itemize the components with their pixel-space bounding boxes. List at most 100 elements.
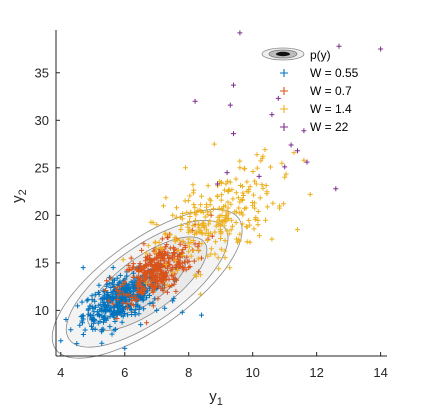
point-w-0-55	[110, 289, 116, 295]
point-w-1-4	[218, 246, 224, 252]
point-w-1-4	[188, 228, 194, 234]
y-tick-label: 30	[35, 113, 49, 128]
point-w-0-55	[96, 312, 102, 318]
point-w-1-4	[218, 231, 224, 237]
point-w-0-55	[100, 308, 106, 314]
point-w-1-4	[167, 232, 173, 238]
point-w-1-4	[269, 236, 275, 242]
point-w-0-55	[89, 293, 95, 299]
point-w-0-7	[165, 235, 171, 241]
point-w-1-4	[187, 214, 193, 219]
point-w-1-4	[224, 228, 230, 234]
point-w-0-7	[135, 284, 141, 290]
point-w-0-55	[114, 275, 120, 281]
point-w-1-4	[185, 249, 191, 255]
point-w-0-55	[162, 305, 168, 311]
point-w-1-4	[258, 158, 264, 164]
point-w-0-55	[116, 280, 122, 286]
x-tick-label: 4	[57, 365, 64, 380]
point-w-0-55	[90, 326, 96, 332]
point-w-1-4	[240, 183, 245, 189]
point-w-1-4	[154, 246, 160, 252]
point-w-1-4	[254, 152, 260, 158]
point-w-1-4	[180, 211, 186, 216]
point-w-0-7	[103, 288, 108, 293]
point-w-0-7	[164, 289, 170, 295]
point-w-1-4	[301, 157, 307, 163]
point-w-0-7	[147, 278, 153, 284]
point-w-1-4	[211, 206, 216, 212]
point-w-1-4	[218, 179, 224, 185]
point-w-1-4	[260, 185, 266, 191]
point-w-0-55	[154, 307, 160, 313]
point-w-1-4	[208, 251, 214, 257]
point-w-0-7	[179, 260, 185, 266]
legend: p(y) W = 0.55 W = 0.7 W = 1.4 W = 22	[261, 47, 359, 134]
point-w-0-55	[127, 287, 133, 293]
point-w-1-4	[152, 249, 158, 255]
x-axis-label-subscript: 1	[217, 396, 223, 408]
point-w-0-7	[122, 279, 128, 285]
point-w-1-4	[187, 193, 193, 199]
legend-label-w-0-55: W = 0.55	[310, 66, 359, 80]
y-tick-label: 20	[35, 208, 49, 223]
point-w-0-7	[186, 265, 192, 271]
point-w-1-4	[204, 227, 210, 233]
point-w-1-4	[264, 191, 270, 197]
point-w-1-4	[233, 176, 239, 182]
point-w-0-7	[153, 262, 159, 268]
point-w-1-4	[240, 212, 246, 218]
point-w-1-4	[283, 171, 289, 177]
point-w-0-55	[144, 295, 149, 301]
point-w-1-4	[244, 179, 250, 185]
legend-series-entries: W = 0.55 W = 0.7 W = 1.4 W = 22	[280, 66, 359, 134]
point-w-1-4	[185, 240, 191, 246]
point-w-0-7	[167, 245, 173, 251]
point-w-0-55	[89, 323, 94, 329]
point-w-0-55	[141, 306, 147, 312]
point-w-0-7	[209, 233, 215, 239]
point-w-1-4	[190, 248, 196, 253]
point-w-0-7	[154, 274, 160, 280]
point-w-1-4	[225, 199, 231, 205]
point-w-0-55	[79, 313, 85, 319]
point-w-0-55	[144, 288, 150, 294]
point-w-1-4	[211, 141, 217, 147]
point-w-1-4	[250, 169, 256, 174]
point-w-0-55	[88, 315, 94, 321]
point-w-1-4	[259, 155, 265, 161]
point-w-1-4	[161, 203, 166, 209]
point-w-1-4	[213, 239, 219, 245]
point-w-0-7	[172, 246, 178, 252]
point-w-1-4	[228, 217, 234, 223]
point-w-0-55	[74, 341, 80, 347]
point-w-0-55	[85, 306, 91, 312]
point-w-1-4	[222, 238, 228, 244]
x-tick-label: 8	[185, 365, 192, 380]
point-w-1-4	[263, 217, 268, 223]
point-w-0-55	[85, 296, 91, 302]
point-w-1-4	[178, 227, 184, 232]
point-w-0-7	[130, 261, 136, 267]
point-w-0-55	[80, 265, 86, 271]
point-w-1-4	[163, 195, 169, 201]
point-w-0-55	[90, 320, 96, 326]
point-w-22	[192, 98, 198, 104]
point-w-0-55	[109, 331, 115, 337]
point-w-0-7	[132, 293, 138, 299]
point-w-0-55	[108, 285, 114, 290]
point-w-1-4	[198, 202, 204, 208]
point-w-1-4	[188, 209, 194, 215]
x-axis-label-main: y	[209, 388, 217, 405]
point-w-0-7	[171, 250, 177, 256]
point-w-0-55	[100, 314, 106, 320]
point-w-0-7	[117, 288, 123, 294]
point-w-1-4	[180, 238, 186, 244]
point-w-1-4	[174, 268, 180, 273]
point-w-1-4	[242, 166, 248, 172]
point-w-1-4	[224, 213, 230, 218]
point-w-1-4	[190, 190, 196, 196]
point-w-0-55	[87, 303, 93, 309]
point-w-1-4	[174, 205, 179, 211]
x-tick-label: 10	[245, 365, 259, 380]
